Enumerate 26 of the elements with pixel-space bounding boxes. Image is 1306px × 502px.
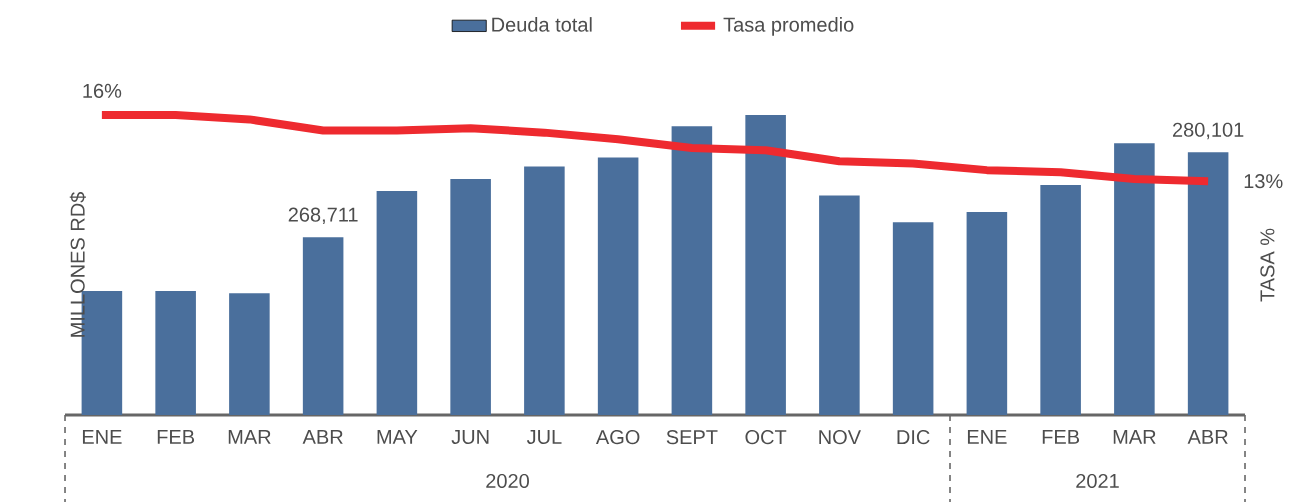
text: 2020 [486,473,529,489]
x-tick-label: AGO [595,430,640,445]
x-tick-label: DIC [897,430,930,445]
x-tick-label: JUL [526,430,562,444]
legend-label: Tasa promedio [723,17,854,36]
x-tick-label: OCT [745,430,787,445]
y2-axis-title: TASA % [1260,228,1275,302]
y-axis-title: MILLONES RD$ [69,191,86,337]
x-tick-label: ENE [82,430,122,444]
data-label: 16% [83,83,122,98]
x-tick-label: MAY [377,430,418,444]
x-tick-label: ABR [302,430,343,444]
x-tick-label: ABR [1187,430,1228,444]
data-label: 280,101 [1172,122,1244,140]
legend-label: Deuda total [492,17,592,32]
x-tick-label: JUN [451,430,489,444]
x-tick-label: NOV [819,430,861,445]
x-tick-label: MAR [1113,430,1156,444]
x-tick-label: FEB [1042,430,1080,444]
text: 2021 [1076,473,1119,489]
x-tick-label: FEB [157,430,195,444]
x-tick-label: SEPT [666,430,718,445]
x-tick-label: ENE [967,430,1007,444]
data-label: 268,711 [288,207,358,225]
x-tick-label: MAR [228,430,271,444]
data-label: 13% [1244,174,1283,189]
